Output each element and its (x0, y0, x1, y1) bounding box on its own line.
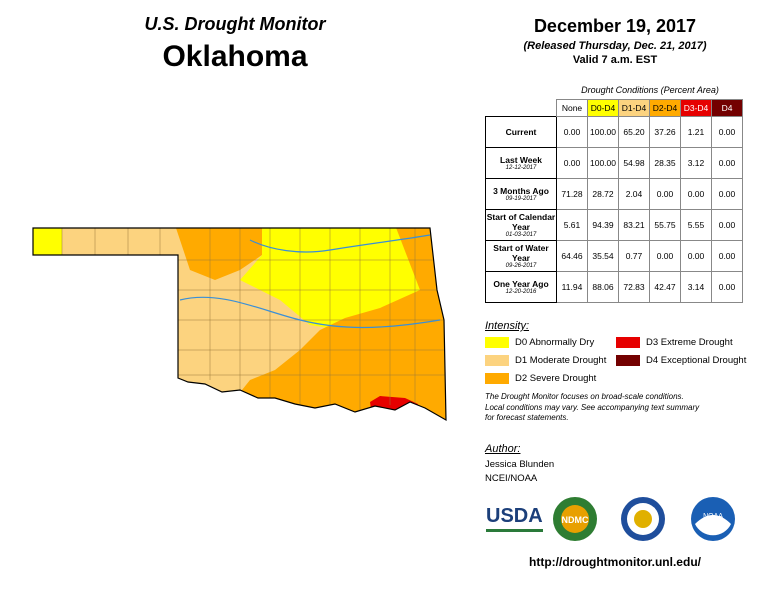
table-cell: 0.00 (680, 178, 712, 210)
usda-logo: USDA (486, 505, 543, 532)
table-cell: 0.00 (711, 147, 743, 179)
row-label: Current (485, 116, 557, 148)
col-d0-d4: D0-D4 (587, 99, 619, 117)
table-cell: 2.04 (618, 178, 650, 210)
legend-d4: D4 Exceptional Drought (616, 355, 746, 366)
table-cell: 64.46 (556, 240, 588, 272)
table-row: One Year Ago 12-20-2016 11.94 88.06 72.83 42.… (485, 271, 743, 303)
svg-text:NDMC: NDMC (562, 515, 589, 525)
col-d2-d4: D2-D4 (649, 99, 681, 117)
table-cell: 0.00 (649, 240, 681, 272)
row-label: Last Week 12-12-2017 (485, 147, 557, 179)
table-cell: 42.47 (649, 271, 681, 303)
table-cell: 1.21 (680, 116, 712, 148)
table-cell: 37.26 (649, 116, 681, 148)
doc-logo (621, 497, 665, 541)
row-label: Start of Water Year 09-26-2017 (485, 240, 557, 272)
table-cell: 35.54 (587, 240, 619, 272)
table-cell: 0.00 (711, 271, 743, 303)
table-cell: 3.14 (680, 271, 712, 303)
legend-title: Intensity: (485, 320, 530, 332)
col-d4: D4 (711, 99, 743, 117)
table-cell: 83.21 (618, 209, 650, 241)
author-title: Author: (485, 443, 521, 455)
table-cell: 100.00 (587, 147, 619, 179)
table-cell: 0.00 (711, 178, 743, 210)
table-cell: 0.00 (711, 116, 743, 148)
release-date: (Released Thursday, Dec. 21, 2017) (523, 40, 707, 52)
table-cell: 65.20 (618, 116, 650, 148)
table-cell: 0.00 (649, 178, 681, 210)
table-cell: 72.83 (618, 271, 650, 303)
table-cell: 100.00 (587, 116, 619, 148)
row-label: 3 Months Ago 09-19-2017 (485, 178, 557, 210)
svg-text:NOAA: NOAA (703, 513, 723, 520)
valid-time: Valid 7 a.m. EST (572, 54, 658, 66)
table-cell: 0.00 (680, 240, 712, 272)
table-caption: Drought Conditions (Percent Area) (581, 85, 719, 95)
legend-d2: D2 Severe Drought (485, 373, 596, 384)
table-cell: 0.00 (711, 209, 743, 241)
table-cell: 0.00 (556, 116, 588, 148)
table-cell: 54.98 (618, 147, 650, 179)
legend-d0: D0 Abnormally Dry (485, 337, 594, 348)
table-cell: 5.61 (556, 209, 588, 241)
d2-southeast (230, 280, 446, 420)
d2-northwest (175, 228, 275, 280)
map-title: U.S. Drought Monitor (144, 14, 326, 34)
d0-panhandle (33, 228, 62, 258)
table-cell: 5.55 (680, 209, 712, 241)
county-lines (61, 228, 446, 410)
website-link[interactable]: http://droughtmonitor.unl.edu/ (529, 555, 701, 569)
ndmc-logo: NDMC (553, 497, 597, 541)
table-row: 3 Months Ago 09-19-2017 71.28 28.72 2.04 0.00… (485, 178, 743, 210)
disclaimer-note: The Drought Monitor focuses on broad-sca… (485, 392, 700, 422)
legend-d3: D3 Extreme Drought (616, 337, 733, 348)
table-cell: 0.00 (711, 240, 743, 272)
d2-northeast (395, 228, 440, 300)
table-cell: 28.35 (649, 147, 681, 179)
col-none: None (556, 99, 588, 117)
table-row: Last Week 12-12-2017 0.00 100.00 54.98 28.35 3… (485, 147, 743, 179)
table-row: Start of Calendar Year 01-03-2017 5.61 94.3… (485, 209, 743, 241)
author-info: Jessica Blunden NCEI/NOAA (485, 459, 555, 484)
oklahoma-drought-map (32, 227, 447, 421)
table-cell: 0.77 (618, 240, 650, 272)
table-cell: 11.94 (556, 271, 588, 303)
col-d1-d4: D1-D4 (618, 99, 650, 117)
row-label: Start of Calendar Year 01-03-2017 (485, 209, 557, 241)
legend-d1: D1 Moderate Drought (485, 355, 606, 366)
table-cell: 28.72 (587, 178, 619, 210)
table-row: Current 0.00 100.00 65.20 37.26 1.21 0.00 (485, 116, 743, 148)
table-cell: 71.28 (556, 178, 588, 210)
row-label: One Year Ago 12-20-2016 (485, 271, 557, 303)
map-date: December 19, 2017 (533, 16, 697, 36)
rivers (179, 234, 441, 329)
drought-conditions-table: None D0-D4 D1-D4 D2-D4 D3-D4 D4 Current 0… (485, 99, 743, 303)
col-d3-d4: D3-D4 (680, 99, 712, 117)
state-name: Oklahoma (162, 40, 308, 73)
table-cell: 94.39 (587, 209, 619, 241)
table-cell: 3.12 (680, 147, 712, 179)
table-cell: 55.75 (649, 209, 681, 241)
noaa-logo: NOAA (691, 497, 735, 541)
table-cell: 88.06 (587, 271, 619, 303)
table-row: Start of Water Year 09-26-2017 64.46 35.54 0… (485, 240, 743, 272)
table-cell: 0.00 (556, 147, 588, 179)
